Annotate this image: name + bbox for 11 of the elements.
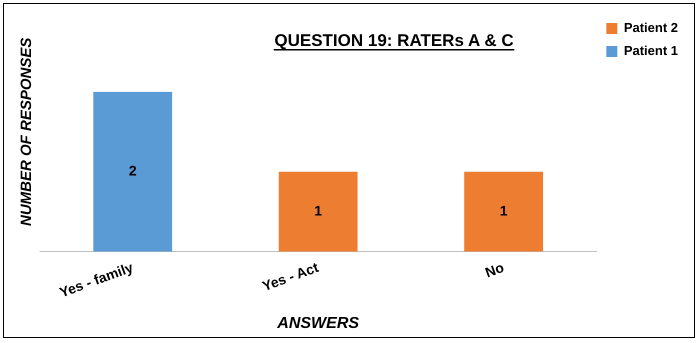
y-axis-title: NUMBER OF RESPONSES — [18, 38, 36, 226]
legend-label: Patient 2 — [624, 20, 678, 36]
x-tick-label: Yes - family — [57, 258, 136, 300]
legend-label: Patient 1 — [624, 43, 678, 58]
data-label: 1 — [500, 202, 508, 219]
x-tick-label: No — [482, 258, 506, 280]
data-label: 1 — [314, 202, 322, 219]
data-label: 2 — [128, 162, 137, 179]
x-tick-label: Yes - Act — [260, 258, 321, 294]
x-axis-title: ANSWERS — [276, 314, 360, 332]
chart-title: QUESTION 19: RATERs A & C — [274, 31, 514, 50]
